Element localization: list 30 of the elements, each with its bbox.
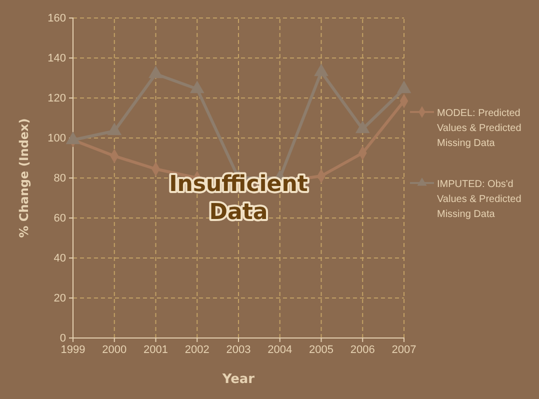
point <box>66 132 80 144</box>
point <box>396 80 412 94</box>
x-tick-label: 2003 <box>226 344 251 356</box>
x-tick-label: 2007 <box>392 344 416 356</box>
y-tick-label: 60 <box>54 212 66 225</box>
point <box>107 122 122 136</box>
x-tick-label: 1999 <box>60 344 86 356</box>
x-axis-title: Year <box>221 372 256 387</box>
point <box>314 64 328 76</box>
x-tick-label: 2004 <box>268 344 292 356</box>
y-tick-label: 160 <box>48 12 66 25</box>
point <box>190 80 204 94</box>
legend-label: MODEL: Predicted Values & Predicted Missing Data <box>437 108 522 149</box>
y-tick-label: 40 <box>54 252 66 265</box>
x-tick-label: 2002 <box>184 344 210 356</box>
annotation: Insufficient Data <box>169 172 308 225</box>
legend-label: IMPUTED: Obs'd Values & Predicted Missing Data <box>437 179 522 220</box>
point <box>355 120 370 134</box>
y-tick-label: 80 <box>54 172 66 185</box>
y-tick-label: 120 <box>48 92 66 105</box>
x-tick-label: 2006 <box>350 344 375 356</box>
y-tick-label: 0 <box>60 332 66 345</box>
y-tick-label: 100 <box>48 132 66 145</box>
x-tick-label: 2000 <box>102 344 127 356</box>
y-tick-label: 140 <box>48 52 66 65</box>
y-tick-label: 20 <box>54 292 66 305</box>
x-tick-label: 2001 <box>144 344 168 356</box>
y-axis-title: % Change (Index) <box>17 118 31 238</box>
x-tick-label: 2005 <box>309 344 334 356</box>
point <box>148 66 163 78</box>
